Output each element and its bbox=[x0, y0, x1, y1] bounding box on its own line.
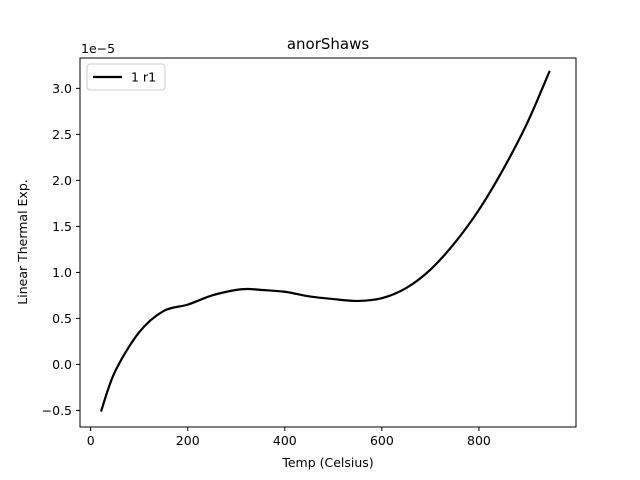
x-tick-label: 600 bbox=[370, 433, 394, 448]
y-tick-label: 1.0 bbox=[52, 265, 72, 280]
x-tick-label: 400 bbox=[273, 433, 297, 448]
y-axis-label: Linear Thermal Exp. bbox=[15, 179, 30, 304]
y-axis: −0.5 0.0 0.5 1.0 1.5 2.0 2.5 3.0 bbox=[42, 81, 80, 418]
plot-frame bbox=[79, 57, 577, 428]
x-tick-label: 0 bbox=[87, 433, 95, 448]
x-axis-label: Temp (Celsius) bbox=[281, 455, 373, 470]
x-tick-label: 200 bbox=[176, 433, 200, 448]
y-tick-label: 2.5 bbox=[52, 127, 72, 142]
y-tick-label: −0.5 bbox=[42, 403, 72, 418]
series-layer bbox=[99, 70, 551, 412]
legend: 1 r1 bbox=[86, 63, 166, 91]
legend-label: 1 r1 bbox=[131, 70, 156, 85]
y-axis-offset-label: 1e−5 bbox=[81, 41, 115, 56]
legend-frame bbox=[86, 63, 166, 91]
x-tick-label: 800 bbox=[467, 433, 491, 448]
y-tick-label: 0.5 bbox=[52, 311, 72, 326]
y-tick-label: 1.5 bbox=[52, 219, 72, 234]
chart-title: anorShaws bbox=[287, 35, 370, 53]
x-axis: 0 200 400 600 800 bbox=[87, 427, 491, 448]
y-tick-label: 0.0 bbox=[52, 357, 72, 372]
y-tick-label: 2.0 bbox=[52, 173, 72, 188]
plot-area bbox=[79, 57, 577, 428]
series-line bbox=[99, 70, 551, 412]
y-tick-label: 3.0 bbox=[52, 81, 72, 96]
